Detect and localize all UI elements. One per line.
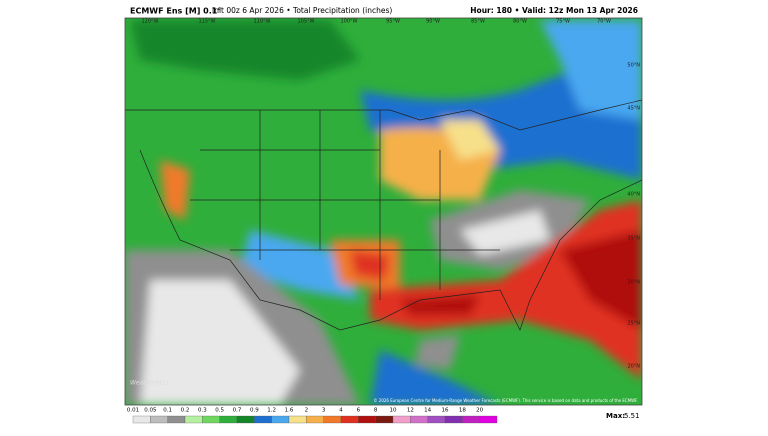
latitude-label: 30°N [627, 280, 640, 286]
latitude-label: 50°N [627, 63, 640, 69]
colorbar: 0.01 0.05 0.1 0.2 0.3 0.5 0.7 0.9 1.2 1.6 2 3 4 6 8 10 1… [127, 408, 498, 424]
colorbar-swatch [410, 415, 428, 424]
colorbar-label: 6 [357, 408, 361, 414]
colorbar-label: 0.5 [215, 408, 224, 414]
longitude-label: 110°W [254, 19, 271, 25]
colorbar-swatch [479, 415, 498, 424]
colorbar-label: 0.2 [181, 408, 190, 414]
colorbar-swatch [444, 415, 463, 424]
colorbar-label: 0.3 [198, 408, 207, 414]
max-label: Max: [606, 412, 625, 420]
colorbar-label: 1.2 [267, 408, 276, 414]
longitude-label: 75°W [556, 19, 570, 25]
colorbar-swatch [462, 415, 480, 424]
colorbar-swatch [392, 415, 411, 424]
valid-time: Hour: 180 • Valid: 12z Mon 13 Apr 2026 [470, 6, 638, 15]
colorbar-label: 0.01 [127, 408, 139, 414]
model-name: ECMWF Ens [M] 0.1° [130, 7, 221, 16]
logo: WeatherBELL [130, 380, 170, 387]
longitude-label: 70°W [597, 19, 611, 25]
latitude-label: 35°N [627, 236, 640, 242]
credit: © 2026 European Centre for Medium-Range … [374, 398, 639, 403]
colorbar-label: 0.05 [144, 408, 157, 414]
latitude-label: 40°N [627, 192, 640, 198]
latitude-labels: 50°N 45°N 40°N 35°N 30°N 25°N 20°N [627, 63, 640, 370]
colorbar-label: 0.7 [233, 408, 242, 414]
max-value: 5.51 [624, 412, 640, 420]
latitude-label: 45°N [627, 106, 640, 112]
colorbar-swatch [254, 415, 272, 424]
colorbar-label: 14 [424, 408, 431, 414]
colorbar-label: 0.1 [163, 408, 172, 414]
colorbar-swatch [288, 415, 307, 424]
longitude-label: 80°W [513, 19, 527, 25]
colorbar-swatch [236, 415, 255, 424]
colorbar-swatch [167, 415, 186, 424]
latitude-label: 25°N [627, 321, 640, 327]
longitude-label: 105°W [298, 19, 315, 25]
colorbar-label: 3 [322, 408, 326, 414]
colorbar-swatch [184, 415, 203, 424]
longitude-label: 95°W [386, 19, 400, 25]
colorbar-swatch [306, 415, 324, 424]
longitude-label: 90°W [426, 19, 440, 25]
colorbar-label: 8 [374, 408, 378, 414]
colorbar-swatch [271, 415, 290, 424]
colorbar-swatch [202, 415, 220, 424]
colorbar-swatch [375, 415, 394, 424]
longitude-label: 115°W [199, 19, 216, 25]
longitude-labels: 120°W 115°W 110°W 105°W 100°W 95°W 90°W 85°W 80°… [142, 19, 611, 25]
run-info: Init 00z 6 Apr 2026 • Total Precipitatio… [212, 6, 392, 15]
colorbar-swatch [358, 415, 376, 424]
precip-map [125, 18, 642, 405]
colorbar-label: 1.6 [285, 408, 294, 414]
colorbar-swatch [427, 415, 446, 424]
longitude-label: 120°W [142, 19, 159, 25]
colorbar-swatch [340, 415, 359, 424]
colorbar-label: 18 [459, 408, 466, 414]
colorbar-label: 10 [390, 408, 397, 414]
longitude-label: 100°W [341, 19, 358, 25]
colorbar-label: 12 [407, 408, 414, 414]
colorbar-label: 16 [442, 408, 449, 414]
colorbar-swatch [132, 415, 151, 424]
colorbar-label: 2 [305, 408, 309, 414]
colorbar-label: 20 [476, 408, 483, 414]
colorbar-swatch [150, 415, 168, 424]
colorbar-label: 0.9 [250, 408, 259, 414]
longitude-label: 85°W [471, 19, 485, 25]
colorbar-swatch [219, 415, 238, 424]
colorbar-swatch [323, 415, 342, 424]
latitude-label: 20°N [627, 364, 640, 370]
map-frame [124, 17, 643, 406]
colorbar-label: 4 [339, 408, 343, 414]
